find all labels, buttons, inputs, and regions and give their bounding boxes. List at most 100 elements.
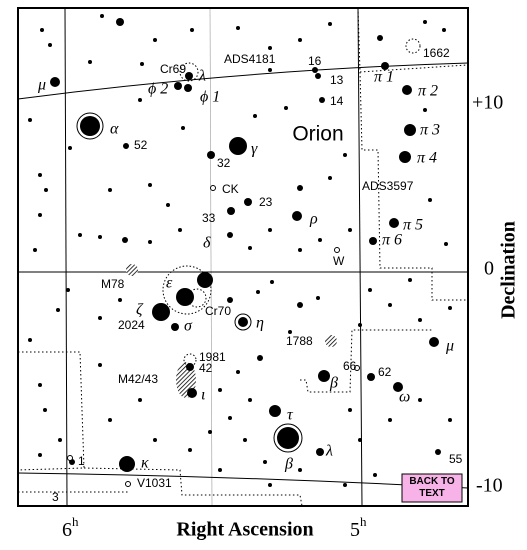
star [174, 82, 182, 90]
star [153, 438, 157, 442]
star [316, 448, 324, 456]
star [256, 290, 260, 294]
star-label: 16 [308, 54, 322, 68]
star [377, 35, 383, 41]
star [148, 183, 152, 187]
star-label: 52 [134, 138, 148, 152]
variable-star [354, 365, 360, 371]
star [80, 116, 100, 136]
star-label: 55 [449, 452, 463, 466]
star [28, 118, 32, 122]
star [429, 337, 439, 347]
star [389, 218, 399, 228]
star [399, 151, 411, 163]
star [197, 272, 213, 288]
star [218, 388, 222, 392]
star [298, 38, 302, 42]
star [187, 388, 197, 398]
star [298, 248, 302, 252]
star-label: 23 [259, 195, 273, 209]
star [229, 137, 247, 155]
star [328, 176, 332, 180]
star-label: ρ [309, 211, 318, 228]
star-label: ε [166, 275, 173, 292]
star [448, 418, 452, 422]
stars [28, 14, 452, 487]
star [178, 228, 182, 232]
y-tick-label: 0 [484, 258, 494, 280]
star-label: 14 [330, 94, 344, 108]
star-ring [234, 313, 252, 331]
star [38, 453, 42, 457]
star [268, 228, 272, 232]
star-label: 33 [202, 211, 216, 225]
star [218, 468, 222, 472]
star [284, 106, 288, 110]
star [444, 242, 448, 246]
star [176, 288, 194, 306]
star [236, 26, 240, 30]
x-tick-label: 6h [62, 514, 79, 541]
star [319, 97, 325, 103]
star [190, 28, 194, 32]
cluster [162, 265, 212, 315]
star [98, 363, 102, 367]
star-label: γ [251, 141, 258, 158]
star [207, 151, 215, 159]
star-label: 1788 [286, 334, 313, 348]
star-label: λ [325, 443, 333, 460]
star-label: π 1 [374, 69, 394, 86]
star-label: ADS4181 [224, 52, 276, 66]
star [248, 398, 252, 402]
star [78, 233, 82, 237]
star [38, 383, 42, 387]
x-tick-label: 5h [350, 514, 367, 541]
variable-star [125, 481, 131, 487]
x-tick-sup: h [72, 514, 79, 529]
star [348, 408, 352, 412]
star-label: ω [399, 389, 410, 406]
star [38, 173, 42, 177]
star [268, 68, 272, 72]
star [171, 323, 179, 331]
star [40, 28, 44, 32]
star-label: M78 [101, 277, 125, 291]
star [343, 153, 347, 157]
star [66, 288, 70, 292]
star [388, 418, 392, 422]
star [184, 84, 192, 92]
star [238, 317, 248, 327]
star-label: κ [141, 455, 149, 472]
star-label: 1 [78, 454, 85, 468]
star [298, 468, 302, 472]
star [227, 207, 235, 215]
star [418, 398, 422, 402]
button-label[interactable]: BACK TO TEXT [409, 476, 455, 499]
star [50, 77, 60, 87]
star [288, 330, 292, 334]
star [140, 62, 144, 66]
star [358, 323, 362, 327]
star [368, 288, 372, 292]
star [138, 98, 142, 102]
star [227, 297, 233, 303]
star [98, 316, 102, 320]
button-label-box[interactable]: BACK TO TEXT [402, 474, 462, 502]
star [153, 38, 157, 42]
star [253, 114, 257, 118]
star [367, 373, 375, 381]
button-box[interactable] [401, 473, 463, 503]
star [119, 456, 135, 472]
back-button[interactable]: BACK TO TEXT [401, 473, 463, 503]
star [244, 198, 252, 206]
star [166, 203, 170, 207]
star [48, 43, 52, 47]
variable-star [210, 185, 216, 191]
cluster [405, 38, 421, 54]
star-label: ϕ 2 [148, 81, 168, 98]
star [123, 143, 129, 149]
star-label: 1981 [199, 350, 226, 364]
frame [17, 7, 469, 507]
star [138, 398, 142, 402]
